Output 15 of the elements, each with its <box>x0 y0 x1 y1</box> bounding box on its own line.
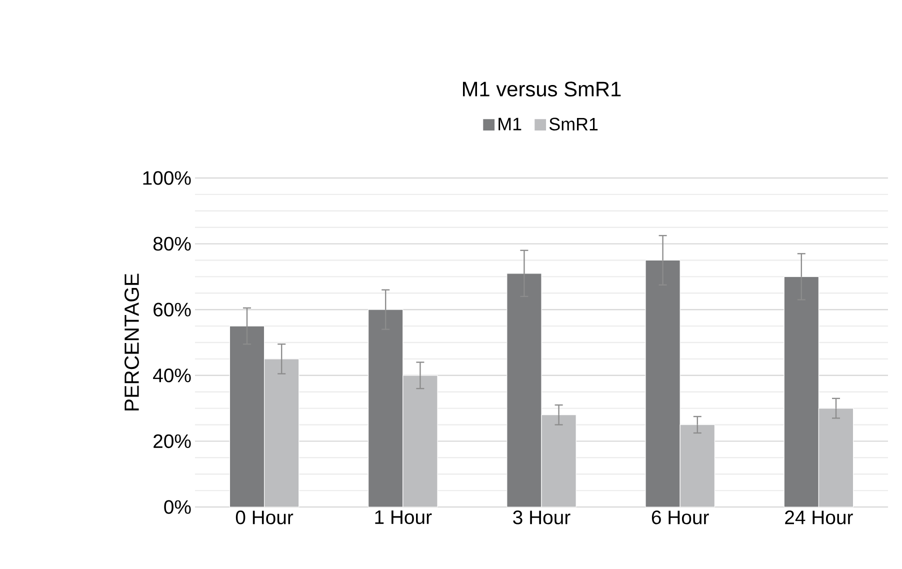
y-tick-label: 60% <box>154 302 191 316</box>
x-tick-label: 3 Hour <box>513 510 570 524</box>
x-tick-label: 6 Hour <box>652 510 709 524</box>
x-tick-label: 1 Hour <box>375 510 432 524</box>
y-tick-label: 20% <box>154 434 191 448</box>
y-tick-label: 0% <box>164 500 191 514</box>
y-tick-label: 80% <box>153 236 191 251</box>
legend-label: M1 <box>498 118 522 130</box>
x-tick-label: 24 Hour <box>785 510 853 524</box>
legend-label: SmR1 <box>549 118 598 130</box>
y-tick-label: 40% <box>153 368 191 382</box>
y-tick-label: 100% <box>143 171 191 185</box>
y-axis-title: PERCENTAGE <box>124 274 139 410</box>
x-tick-label: 0 Hour <box>236 510 294 524</box>
chart-title: M1 versus SmR1 <box>463 82 621 96</box>
